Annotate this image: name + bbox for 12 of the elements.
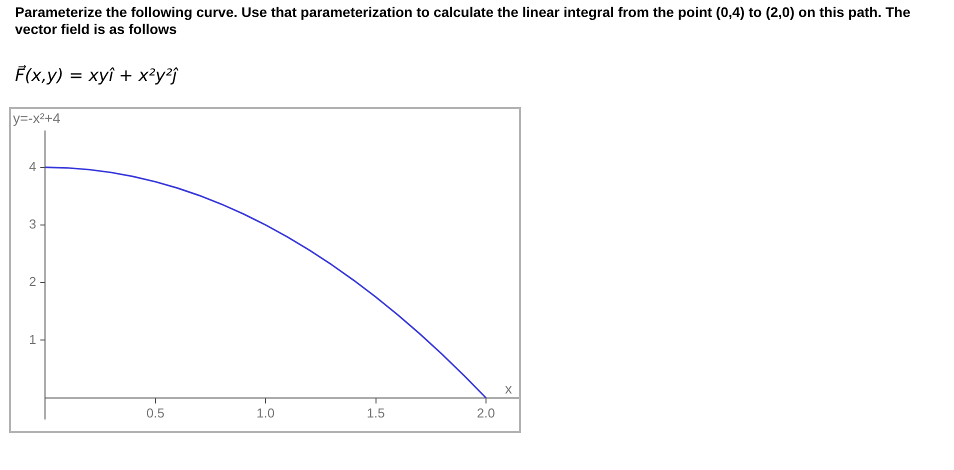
- y-tick-label: 4: [28, 158, 36, 174]
- y-axis-title: y=-x²+4: [13, 110, 61, 126]
- x-tick-label: 1.0: [256, 405, 275, 420]
- x-tick-label: 1.5: [366, 405, 385, 420]
- x-tick-label: 0.5: [146, 405, 164, 420]
- y-tick-label: 2: [28, 274, 36, 290]
- chart-title: Parameterize the following curve. Use that parameterization to calculate the linear integral from the point (0,4) to (2,0) on this path. The vector field is as follows: [15, 4, 912, 38]
- y-tick-label: 1: [28, 332, 36, 347]
- chart-subtitle: F⃗(x,y) = xyî + x²y²ĵ: [15, 66, 177, 86]
- x-axis-title: x: [505, 380, 512, 397]
- x-tick-label: 2.0: [476, 405, 495, 420]
- y-tick-label: 3: [28, 216, 36, 232]
